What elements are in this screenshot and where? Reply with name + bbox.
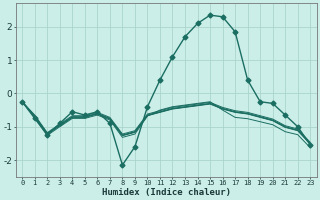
X-axis label: Humidex (Indice chaleur): Humidex (Indice chaleur) xyxy=(102,188,231,197)
